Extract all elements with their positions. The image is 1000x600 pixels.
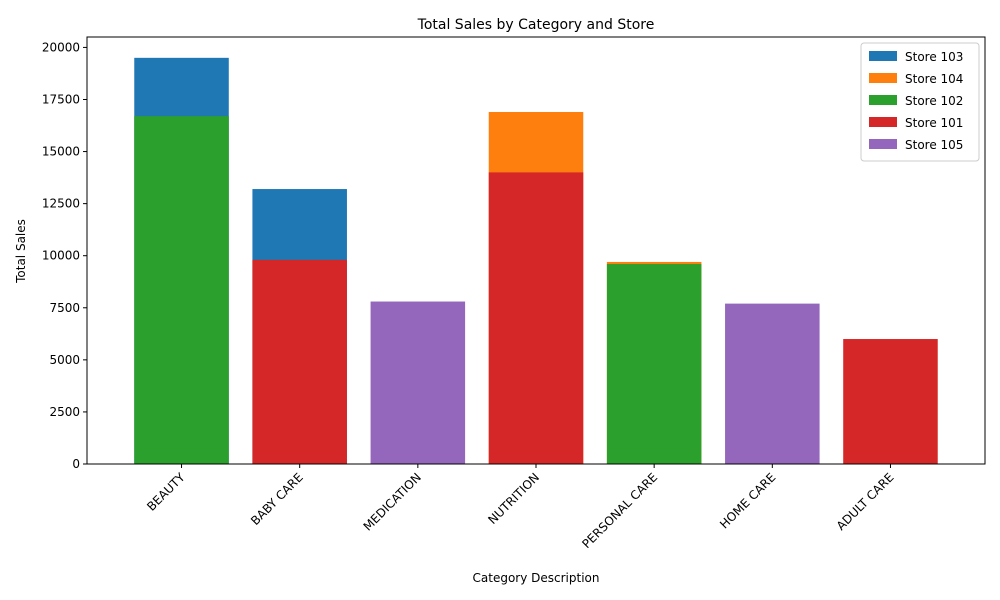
chart-title: Total Sales by Category and Store: [417, 17, 655, 33]
x-tick-label: PERSONAL CARE: [579, 470, 660, 551]
y-tick-label: 7500: [49, 301, 80, 315]
bar-store-101-baby-care: [252, 259, 347, 464]
y-tick-label: 10000: [42, 249, 80, 263]
y-tick-label: 5000: [49, 353, 80, 367]
x-axis-label: Category Description: [473, 571, 600, 585]
y-tick-label: 20000: [42, 40, 80, 54]
legend-label: Store 104: [905, 72, 963, 86]
bar-store-101-adult-care: [843, 339, 938, 464]
legend: Store 103 Store 104 Store 102 Store 101 Stor…: [860, 42, 980, 162]
bar-store-105-home-care: [725, 303, 820, 464]
legend-swatch: [869, 139, 897, 149]
legend-swatch: [869, 95, 897, 105]
y-axis-label: Total Sales: [14, 219, 28, 284]
y-tick-label: 17500: [42, 92, 80, 106]
bar-store-102-beauty: [134, 116, 229, 465]
y-tick-label: 2500: [49, 405, 80, 419]
legend-swatch: [869, 117, 897, 127]
x-tick-label: MEDICATION: [361, 470, 424, 533]
legend-label: Store 101: [905, 116, 963, 130]
bar-store-105-medication: [370, 301, 466, 464]
legend-swatch: [869, 51, 897, 61]
legend-swatch: [869, 73, 897, 83]
y-tick-label: 12500: [42, 197, 80, 211]
bars-layer: [134, 57, 938, 465]
legend-label: Store 102: [905, 94, 963, 108]
legend-label: Store 105: [905, 138, 963, 152]
x-tick-label: NUTRITION: [485, 470, 542, 527]
bar-store-101-nutrition: [488, 172, 584, 464]
x-tick-label: BEAUTY: [144, 470, 188, 514]
legend-label: Store 103: [905, 50, 963, 64]
x-tick-label: ADULT CARE: [834, 470, 897, 533]
legend-box: [860, 42, 980, 162]
x-tick-label: HOME CARE: [717, 470, 778, 531]
y-tick-label: 15000: [42, 145, 80, 159]
x-axis: BEAUTY BABY CARE MEDICATION NUTRITION PERSON…: [144, 464, 897, 551]
bar-store-102-personal-care: [606, 264, 702, 464]
y-tick-label: 0: [72, 457, 80, 471]
y-axis: 0 2500 5000 7500 10000 12500 15000 17500 20000: [42, 40, 87, 471]
x-tick-label: BABY CARE: [248, 470, 306, 528]
